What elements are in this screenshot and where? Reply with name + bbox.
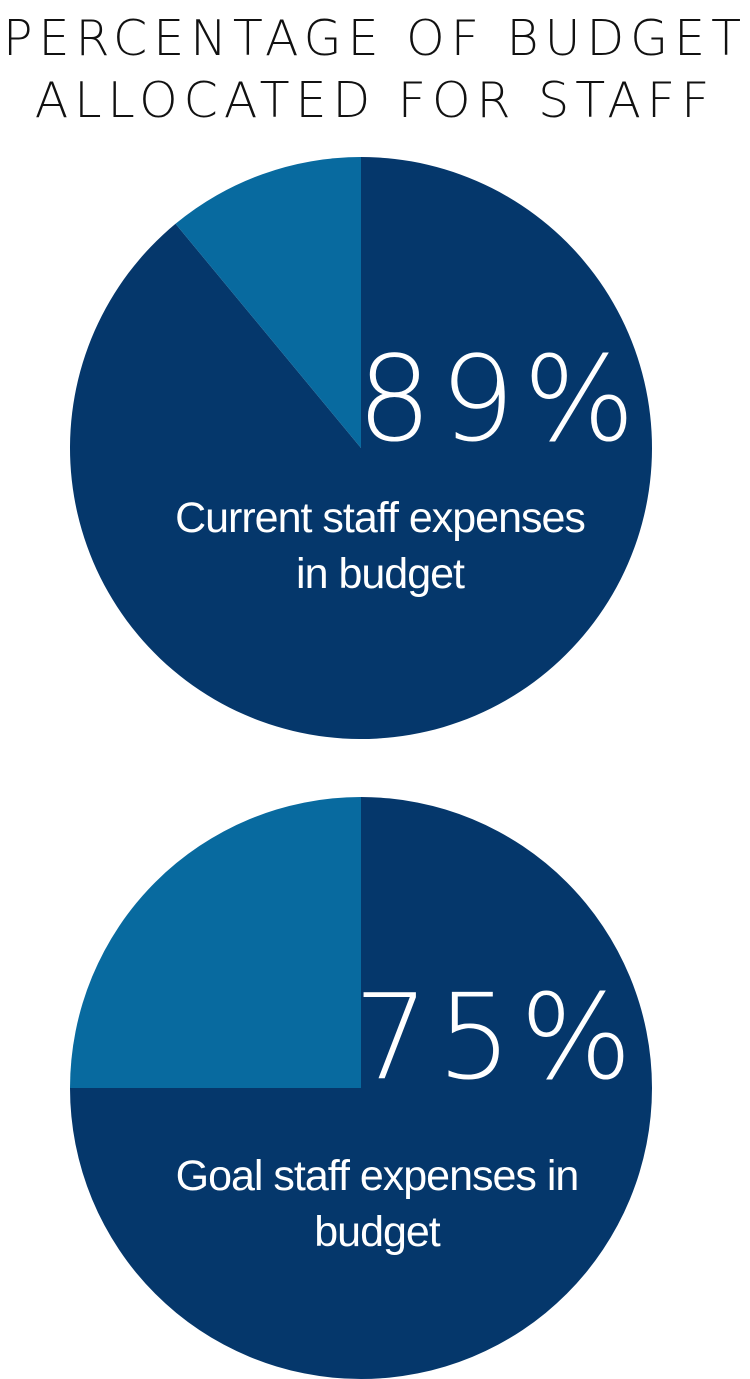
current-caption-line-1: Current staff expenses — [175, 494, 585, 542]
chart-title-line-2: ALLOCATED FOR STAFF — [34, 72, 716, 129]
goal-caption-line-1: Goal staff expenses in — [176, 1152, 579, 1200]
goal-caption-line-2: budget — [314, 1208, 441, 1256]
chart-title-line-1: PERCENTAGE OF BUDGET — [2, 10, 748, 67]
pie-slice-current-staff — [69, 157, 652, 739]
goal-percent-label: 75% — [354, 968, 640, 1106]
current-percent-label: 89% — [357, 330, 643, 468]
current-caption-line-2: in budget — [296, 550, 465, 598]
pie-chart-goal: 75% Goal staff expenses in budget — [70, 797, 652, 1379]
pie-chart-current: 89% Current staff expenses in budget — [69, 157, 652, 739]
pie-slice-goal-other — [70, 797, 361, 1088]
chart-title: PERCENTAGE OF BUDGET ALLOCATED FOR STAFF — [0, 8, 750, 132]
pie-slice-current-other — [175, 157, 361, 448]
